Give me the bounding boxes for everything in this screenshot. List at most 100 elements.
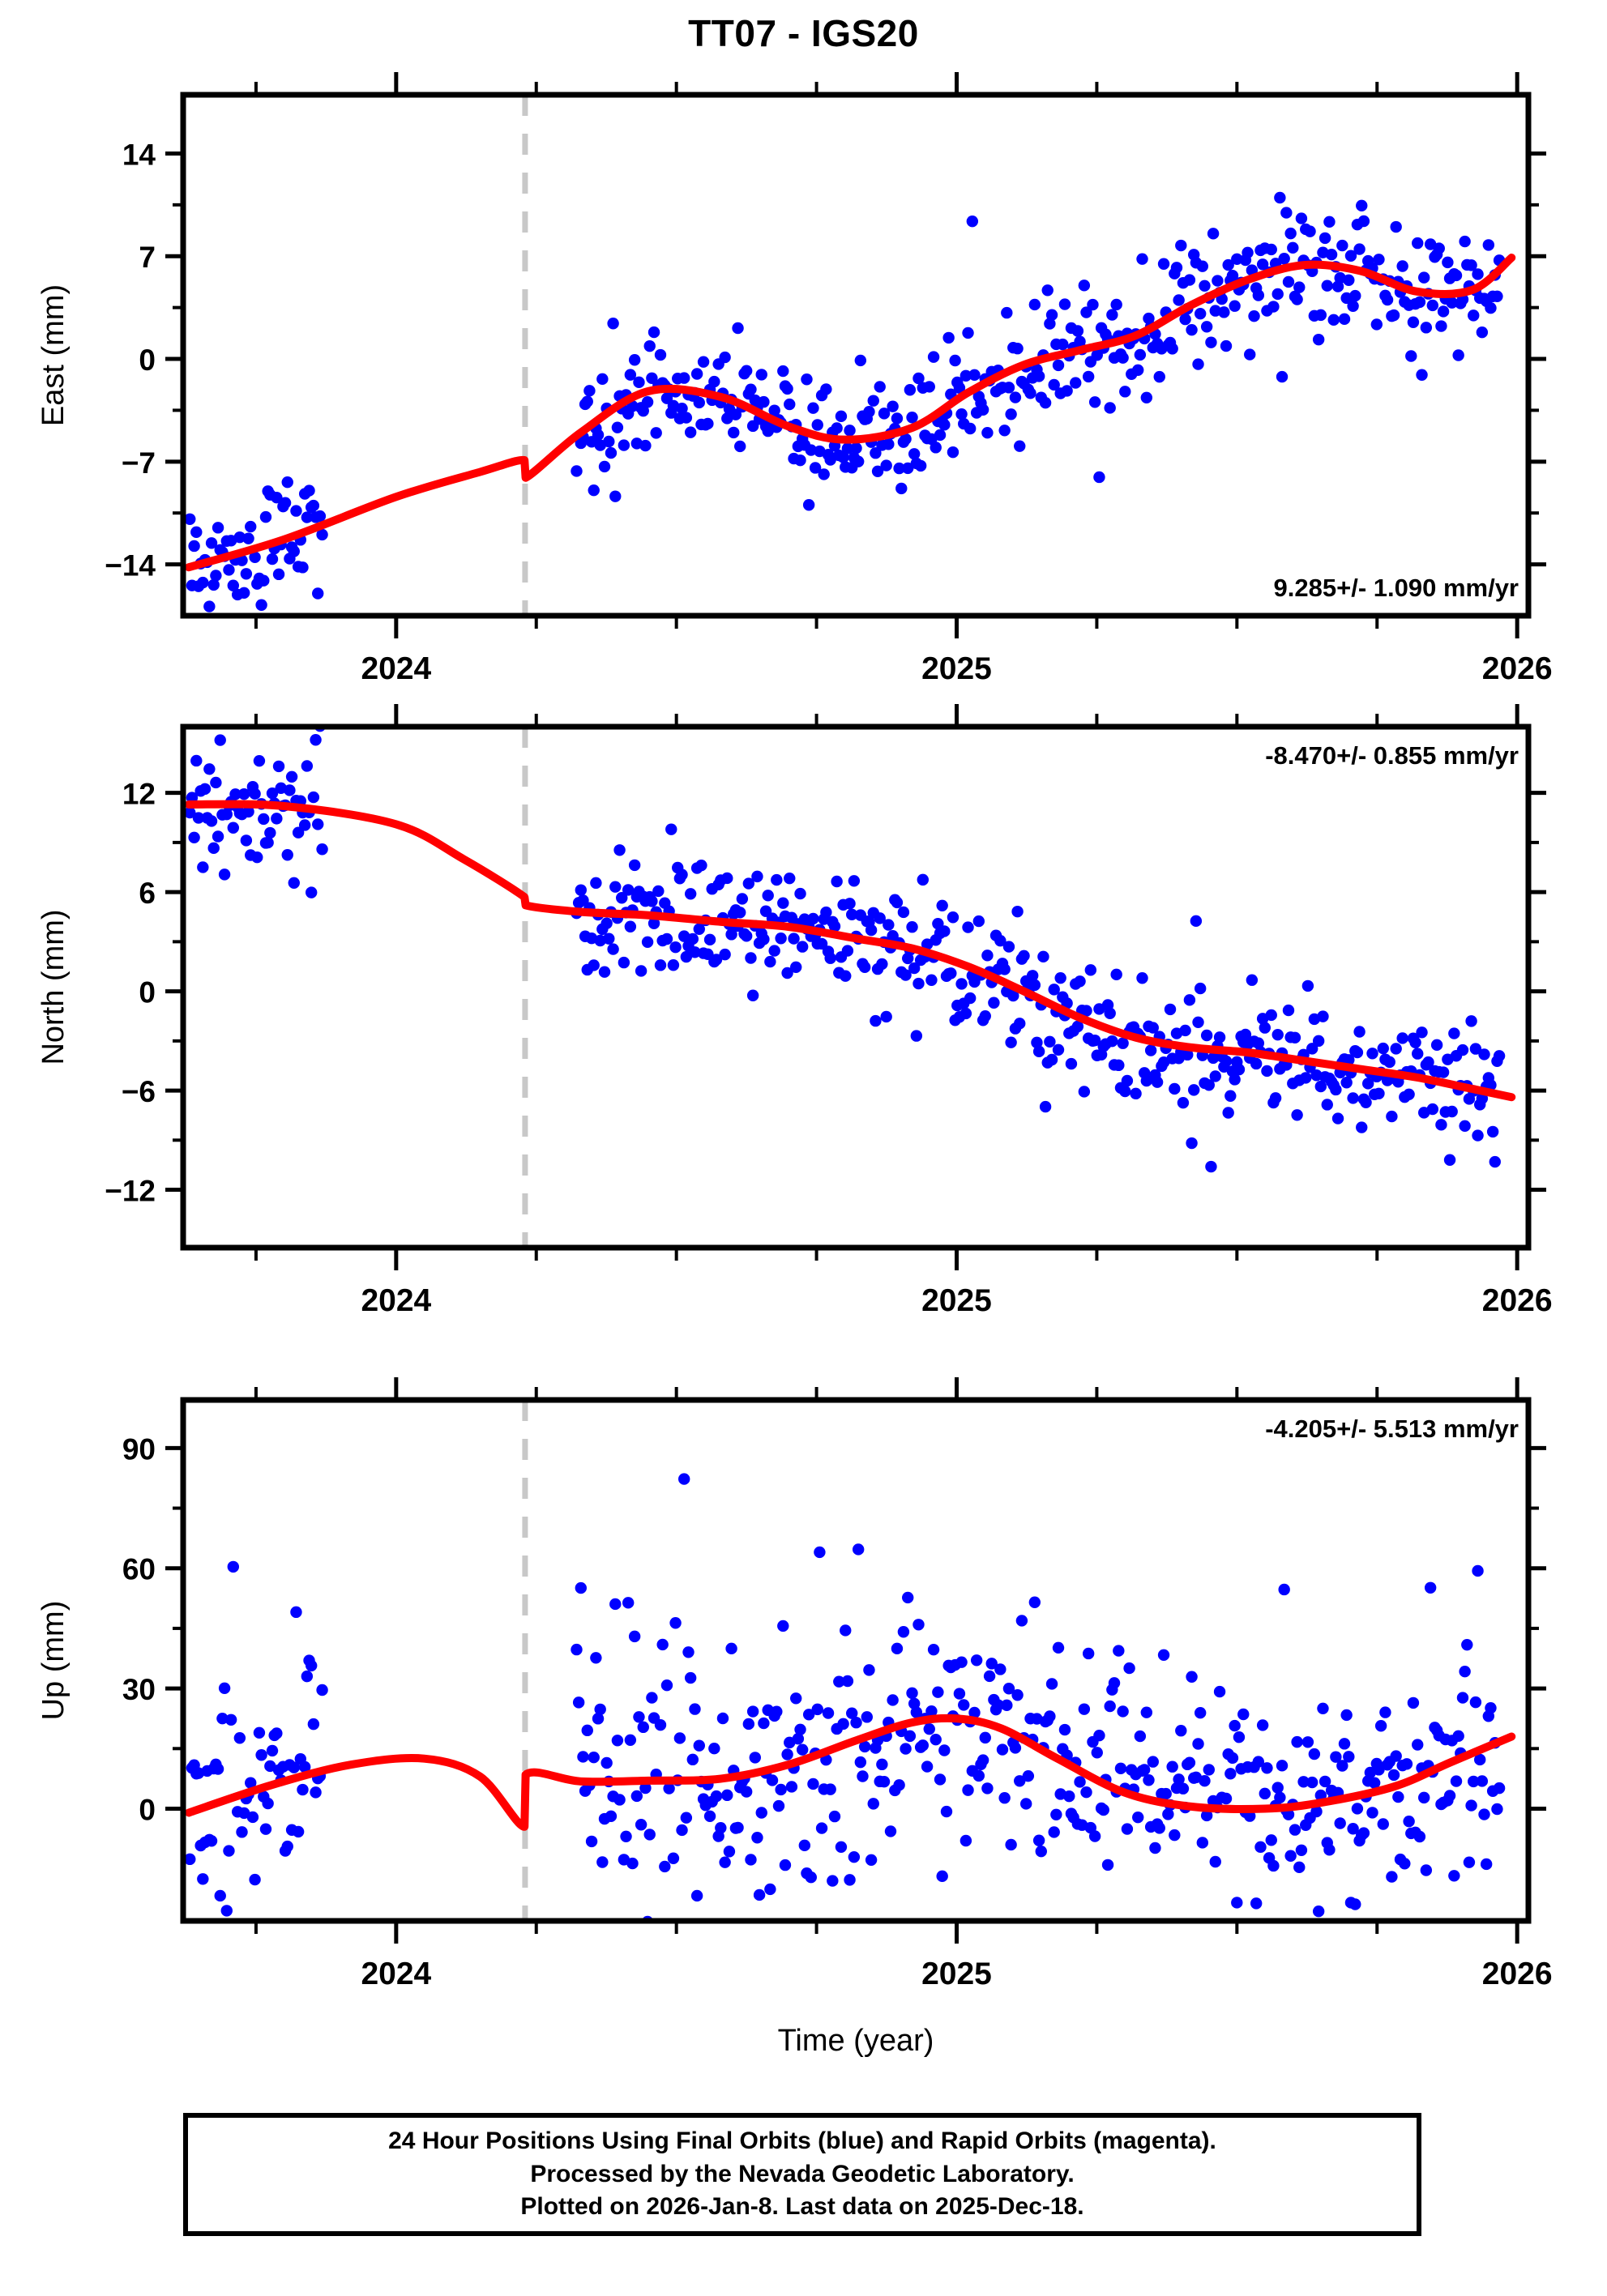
- data-point: [758, 395, 770, 408]
- data-point: [697, 356, 710, 368]
- data-point: [1357, 1827, 1370, 1839]
- y-tick-label: 7: [139, 241, 156, 274]
- data-point: [1045, 1678, 1058, 1690]
- data-point: [184, 513, 196, 525]
- data-point: [1196, 260, 1209, 272]
- data-point: [251, 851, 263, 864]
- data-point: [669, 941, 682, 954]
- data-point: [962, 326, 974, 339]
- data-point: [710, 1790, 723, 1803]
- data-point: [1282, 1808, 1295, 1820]
- data-point: [1160, 1787, 1172, 1800]
- data-point: [768, 945, 780, 957]
- data-point: [863, 406, 875, 418]
- data-point: [1192, 358, 1204, 370]
- data-point: [871, 465, 884, 478]
- data-point: [992, 1699, 1004, 1711]
- data-point: [603, 932, 615, 945]
- data-point: [1110, 298, 1122, 311]
- data-point: [1291, 1109, 1303, 1121]
- data-point: [732, 1821, 744, 1834]
- data-point: [949, 354, 961, 367]
- data-point: [1491, 290, 1503, 303]
- data-point: [1194, 307, 1207, 320]
- data-point: [1164, 1003, 1177, 1016]
- data-point: [667, 1852, 680, 1864]
- data-point: [1121, 1823, 1134, 1835]
- data-point: [259, 1823, 272, 1835]
- data-point: [840, 970, 852, 982]
- data-point: [917, 873, 930, 886]
- data-point: [1442, 256, 1454, 269]
- data-point: [1289, 1824, 1301, 1836]
- data-point: [1005, 1036, 1017, 1048]
- data-point: [312, 818, 324, 830]
- data-point: [820, 383, 832, 395]
- data-point: [1304, 225, 1316, 237]
- data-point: [1136, 253, 1148, 265]
- data-point: [307, 1718, 320, 1731]
- data-point: [1482, 239, 1495, 251]
- data-point: [284, 784, 296, 796]
- page-title: TT07 - IGS20: [688, 12, 919, 54]
- data-point: [865, 1854, 878, 1867]
- data-point: [1117, 1037, 1129, 1049]
- data-point: [624, 369, 637, 381]
- data-point: [917, 1739, 930, 1752]
- data-point: [1403, 1816, 1415, 1828]
- data-point: [693, 1739, 705, 1752]
- data-point: [895, 482, 908, 495]
- data-point: [794, 1723, 806, 1736]
- data-point: [897, 1626, 910, 1638]
- data-point: [663, 1782, 675, 1795]
- data-point: [1108, 1677, 1121, 1689]
- data-point: [1031, 1036, 1043, 1049]
- data-point: [1132, 1811, 1144, 1824]
- data-point: [310, 1786, 322, 1799]
- data-point: [207, 578, 220, 591]
- data-point: [316, 528, 328, 541]
- data-point: [1070, 377, 1082, 389]
- data-point: [925, 1705, 938, 1718]
- data-point: [635, 1819, 648, 1831]
- data-point: [272, 760, 285, 773]
- data-point: [1486, 1125, 1499, 1138]
- data-point: [841, 945, 854, 957]
- rate-annotation-east: 9.285+/- 1.090 mm/yr: [1274, 574, 1519, 602]
- data-point: [1153, 1822, 1165, 1834]
- data-point: [1468, 1775, 1480, 1788]
- data-point: [1039, 1100, 1052, 1113]
- data-point: [1413, 296, 1426, 309]
- data-point: [788, 932, 800, 945]
- data-point: [258, 574, 270, 587]
- data-point: [1200, 321, 1213, 333]
- data-point: [1331, 1112, 1344, 1125]
- data-point: [1052, 359, 1065, 372]
- data-point: [1250, 1897, 1263, 1910]
- data-point: [768, 404, 780, 416]
- data-point: [1213, 1685, 1226, 1698]
- data-point: [762, 890, 774, 902]
- data-point: [600, 917, 613, 929]
- data-point: [723, 1846, 736, 1858]
- data-point: [214, 1889, 226, 1902]
- data-point: [764, 1883, 776, 1896]
- data-point: [1416, 1026, 1428, 1039]
- data-point: [1461, 1638, 1473, 1651]
- data-point: [902, 1591, 914, 1604]
- data-point: [1166, 343, 1178, 355]
- rate-annotation-north: -8.470+/- 0.855 mm/yr: [1265, 741, 1519, 770]
- data-point: [1088, 1034, 1101, 1047]
- data-point: [910, 1030, 923, 1042]
- plot-content-north: [184, 727, 1516, 1173]
- data-point: [258, 813, 270, 826]
- data-point: [1082, 1647, 1095, 1660]
- data-point: [1018, 950, 1030, 962]
- data-point: [1179, 1024, 1191, 1037]
- data-point: [199, 783, 212, 796]
- data-point: [1317, 1702, 1329, 1714]
- data-point: [1147, 1022, 1159, 1034]
- data-point: [1106, 309, 1118, 321]
- data-point: [1403, 1088, 1415, 1100]
- data-point: [605, 1810, 618, 1822]
